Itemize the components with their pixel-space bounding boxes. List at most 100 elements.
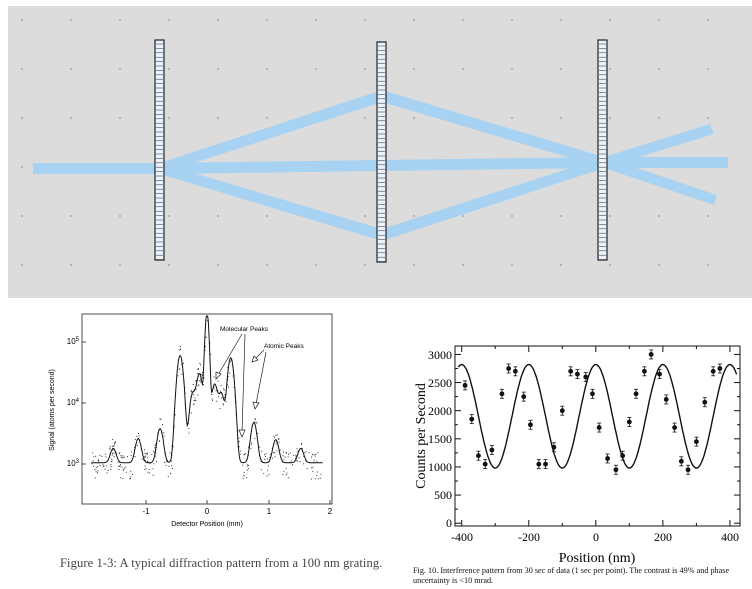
signal-sample bbox=[243, 454, 245, 456]
data-point bbox=[613, 464, 619, 475]
grating-frame bbox=[376, 41, 387, 263]
signal-sample bbox=[110, 464, 112, 466]
diffraction-svg: -1 0 1 2 105 104 103 Detector Position (… bbox=[49, 313, 333, 528]
signal-sample bbox=[269, 456, 271, 458]
signal-sample bbox=[212, 399, 213, 401]
grid-dot bbox=[510, 67, 514, 71]
signal-sample bbox=[144, 460, 146, 462]
output-beam-lower bbox=[604, 157, 717, 205]
signal-sample bbox=[239, 453, 241, 455]
x-tick-labels: -400 -200 0 200 400 bbox=[451, 530, 739, 544]
signal-sample bbox=[95, 471, 97, 473]
signal-sample bbox=[193, 389, 195, 391]
signal-sample bbox=[165, 464, 167, 466]
signal-sample bbox=[114, 443, 115, 445]
signal-sample bbox=[112, 452, 113, 454]
signal-sample bbox=[153, 463, 155, 465]
signal-sample bbox=[118, 469, 120, 470]
grid-dot bbox=[20, 18, 24, 22]
signal-sample bbox=[319, 477, 321, 479]
signal-sample bbox=[276, 441, 277, 443]
lower-beam-second-arm bbox=[382, 157, 604, 241]
signal-sample bbox=[312, 454, 313, 456]
signal-sample bbox=[215, 390, 217, 392]
grating-frame bbox=[597, 39, 608, 261]
data-point bbox=[559, 405, 565, 416]
arrow-line bbox=[241, 333, 246, 433]
grating-3 bbox=[597, 39, 608, 261]
signal-sample bbox=[313, 454, 315, 456]
grid-dot bbox=[167, 214, 171, 218]
signal-sample bbox=[287, 456, 289, 458]
signal-sample bbox=[233, 387, 235, 388]
signal-sample bbox=[93, 456, 95, 458]
signal-sample bbox=[193, 404, 195, 406]
signal-sample bbox=[206, 320, 208, 322]
data-point bbox=[710, 366, 716, 377]
signal-sample bbox=[223, 404, 224, 406]
signal-sample bbox=[283, 459, 285, 461]
signal-sample bbox=[303, 455, 305, 457]
signal-sample bbox=[92, 452, 94, 454]
signal-sample bbox=[106, 472, 108, 474]
signal-sample bbox=[114, 442, 116, 444]
signal-sample bbox=[303, 463, 305, 465]
data-point bbox=[605, 453, 610, 464]
signal-sample bbox=[145, 452, 147, 454]
signal-sample bbox=[151, 454, 153, 456]
grid-dot bbox=[216, 214, 220, 218]
signal-sample bbox=[200, 379, 202, 381]
signal-sample bbox=[121, 466, 123, 468]
y-tick-label: 1000 bbox=[428, 460, 452, 474]
x-axis-label: Position (nm) bbox=[559, 551, 636, 566]
signal-sample bbox=[181, 363, 183, 365]
signal-sample bbox=[111, 454, 113, 456]
signal-sample bbox=[284, 456, 286, 458]
signal-sample bbox=[95, 467, 97, 469]
signal-sample bbox=[102, 464, 104, 466]
grid-dot bbox=[167, 18, 171, 22]
signal-sample bbox=[113, 456, 115, 458]
grid-dot bbox=[216, 67, 220, 71]
signal-sample bbox=[190, 412, 192, 414]
signal-sample bbox=[205, 336, 207, 338]
grid-dot bbox=[167, 263, 171, 267]
signal-sample bbox=[196, 373, 198, 375]
data-point bbox=[642, 366, 647, 377]
signal-sample bbox=[111, 460, 113, 462]
signal-sample bbox=[316, 460, 318, 462]
signal-sample bbox=[129, 478, 131, 480]
signal-sample bbox=[130, 451, 132, 453]
data-point bbox=[499, 388, 505, 399]
signal-sample bbox=[220, 385, 222, 387]
signal-sample bbox=[266, 475, 268, 477]
signal-sample bbox=[181, 373, 183, 375]
signal-sample bbox=[217, 380, 219, 382]
signal-sample bbox=[201, 376, 203, 378]
data-point bbox=[506, 363, 512, 374]
interference-plot: -400 -200 0 200 400 0 500 1000 1500 2000… bbox=[405, 338, 750, 578]
signal-sample bbox=[159, 418, 161, 420]
signal-sample bbox=[92, 460, 94, 462]
data-point bbox=[663, 394, 669, 405]
signal-sample bbox=[312, 466, 314, 468]
signal-sample bbox=[120, 456, 122, 458]
signal-sample bbox=[201, 374, 203, 376]
signal-sample bbox=[118, 465, 120, 467]
grid-dot bbox=[167, 67, 171, 71]
signal-sample bbox=[95, 455, 97, 457]
caption-text: Interference pattern from 30 sec of data… bbox=[413, 566, 730, 585]
signal-sample bbox=[156, 446, 157, 448]
data-point bbox=[672, 422, 678, 433]
signal-sample bbox=[290, 460, 292, 462]
grid-dot bbox=[265, 263, 269, 267]
signal-sample bbox=[134, 456, 136, 457]
signal-sample bbox=[300, 443, 302, 445]
signal-sample bbox=[297, 450, 299, 452]
signal-sample bbox=[305, 451, 307, 453]
signal-sample bbox=[296, 448, 298, 450]
signal-sample bbox=[179, 348, 181, 350]
signal-sample bbox=[192, 384, 194, 385]
grid-dot bbox=[314, 18, 318, 22]
axis-ticks bbox=[455, 346, 740, 526]
